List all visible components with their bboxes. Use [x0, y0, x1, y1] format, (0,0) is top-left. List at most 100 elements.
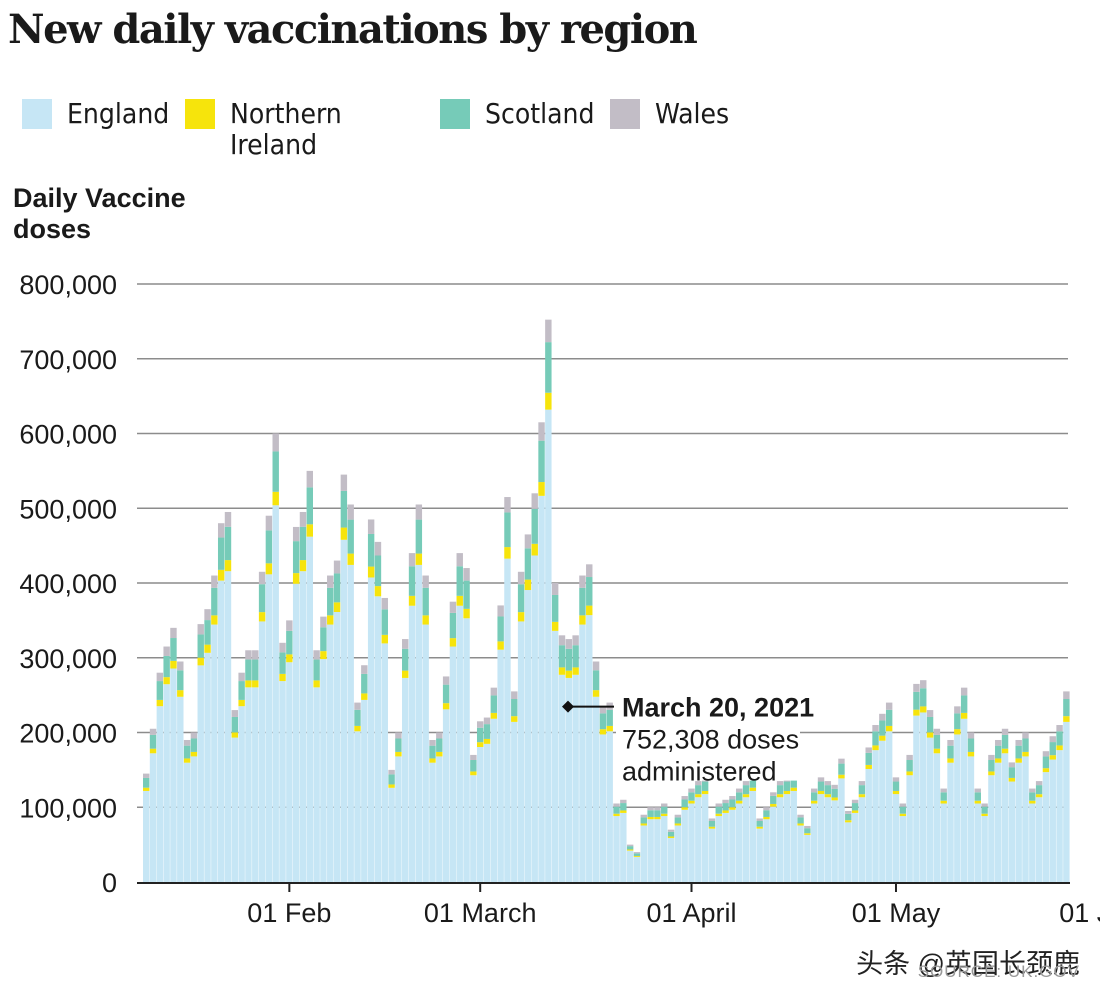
- bar-segment-scotland: [736, 792, 743, 801]
- bar-segment-scotland: [804, 828, 811, 834]
- chart-title: New daily vaccinations by region: [8, 6, 698, 53]
- bar-segment-northern-ireland: [981, 813, 988, 817]
- bar-segment-england: [245, 687, 252, 882]
- y-tick-label: 700,000: [19, 345, 117, 375]
- bar-segment-scotland: [408, 566, 416, 596]
- bar-segment-northern-ireland: [701, 790, 709, 795]
- bar-segment-wales: [395, 732, 402, 739]
- bar-segment-northern-ireland: [995, 758, 1002, 763]
- bar-segment-wales: [504, 497, 511, 513]
- bar-segment-england: [940, 803, 947, 882]
- bar-segment-wales: [524, 534, 532, 549]
- bar-segment-wales: [695, 781, 702, 786]
- bar-segment-england: [654, 819, 661, 882]
- bar-segment-england: [286, 662, 293, 882]
- bar-segment-scotland: [183, 745, 191, 759]
- bar-segment-scotland: [606, 709, 613, 726]
- bar-segment-england: [1029, 803, 1036, 882]
- bar-segment-northern-ireland: [831, 797, 838, 801]
- bar-segment-scotland: [449, 612, 457, 639]
- bar-segment-wales: [858, 781, 866, 786]
- bar-segment-scotland: [415, 519, 423, 554]
- bar-segment-wales: [661, 803, 668, 807]
- bar-segment-england: [647, 819, 654, 882]
- bar-segment-england: [333, 612, 341, 882]
- bar-segment-england: [402, 677, 409, 882]
- bar-segment-england: [476, 747, 484, 882]
- x-tick-label: 01 June: [1059, 898, 1100, 928]
- bar-segment-northern-ireland: [531, 543, 538, 556]
- bar-segment-england: [708, 828, 716, 882]
- bar-segment-northern-ireland: [320, 651, 327, 660]
- legend-swatch-england: [22, 99, 52, 129]
- bar-segment-england: [824, 797, 832, 882]
- bar-segment-northern-ireland: [258, 612, 266, 622]
- peak-annotation: March 20, 2021 752,308 doses administere…: [562, 684, 814, 787]
- bar-segment-wales: [967, 732, 975, 739]
- bar-segment-england: [879, 740, 886, 882]
- bar-segment-northern-ireland: [749, 787, 757, 791]
- legend-swatch-wales: [610, 99, 640, 129]
- bar-segment-england: [763, 819, 770, 882]
- bar-segment-northern-ireland: [586, 605, 593, 616]
- bar-segment-northern-ireland: [1001, 748, 1009, 754]
- bar-segment-wales: [265, 515, 273, 531]
- bar-segment-scotland: [838, 763, 845, 775]
- bar-segment-england: [1035, 797, 1043, 882]
- bar-segment-scotland: [545, 342, 552, 393]
- bar-segment-scotland: [388, 774, 395, 785]
- bar-segment-northern-ireland: [729, 807, 736, 810]
- bar-segment-northern-ireland: [872, 745, 879, 751]
- bar-segment-england: [395, 756, 402, 882]
- bar-segment-wales: [872, 725, 879, 732]
- bar-segment-wales: [149, 728, 157, 735]
- bar-segment-northern-ireland: [1042, 768, 1050, 773]
- bar-segment-england: [674, 825, 682, 882]
- bar-segment-wales: [565, 639, 573, 649]
- bar-segment-scotland: [436, 738, 443, 752]
- bar-segment-wales: [954, 706, 961, 714]
- bar-segment-england: [715, 816, 722, 882]
- bar-segment-england: [517, 621, 525, 882]
- bar-segment-wales: [476, 721, 484, 728]
- bar-segment-scotland: [381, 609, 388, 635]
- bar-segment-wales: [517, 571, 525, 585]
- bar-segment-northern-ireland: [920, 706, 927, 713]
- bar-segment-england: [947, 762, 954, 882]
- bar-segment-england: [211, 624, 218, 882]
- bar-segment-wales: [599, 706, 607, 714]
- bar-segment-northern-ireland: [960, 712, 968, 719]
- bar-segment-scotland: [899, 806, 907, 814]
- bar-segment-northern-ireland: [858, 794, 866, 798]
- x-tick-labels: 01 Feb 01 March 01 April 01 May 01 June: [247, 882, 1100, 928]
- bar-segment-england: [572, 674, 579, 882]
- bar-segment-england: [361, 699, 368, 882]
- bar-segment-wales: [674, 814, 682, 818]
- y-axis-title: Daily Vaccine doses: [13, 183, 186, 244]
- bar-segment-england: [906, 775, 913, 882]
- bar-segment-wales: [245, 650, 252, 660]
- bar-segment-northern-ireland: [974, 800, 981, 804]
- bar-segment-scotland: [872, 731, 879, 746]
- legend-item-scotland: Scotland: [440, 98, 595, 129]
- bar-segment-england: [511, 721, 518, 882]
- bar-segment-england: [538, 495, 545, 882]
- bar-segment-scotland: [313, 659, 320, 681]
- bar-segment-england: [845, 822, 852, 882]
- legend-label-northern-ireland: Northern Ireland: [230, 97, 342, 161]
- bar-segment-wales: [817, 777, 825, 782]
- bar-segment-scotland: [422, 587, 429, 616]
- bar-segment-england: [1049, 759, 1056, 882]
- x-tick-label: 01 April: [646, 898, 736, 928]
- bar-segment-scotland: [579, 587, 586, 616]
- bar-segment-wales: [592, 661, 600, 671]
- bar-segment-northern-ireland: [149, 748, 157, 754]
- bar-segment-northern-ireland: [190, 751, 198, 757]
- bar-segment-northern-ireland: [177, 690, 184, 697]
- bar-segment-northern-ireland: [442, 703, 450, 710]
- bar-segment-scotland: [558, 645, 566, 668]
- bar-segment-northern-ireland: [845, 820, 852, 823]
- bar-segment-wales: [361, 665, 368, 674]
- bar-segment-scotland: [967, 738, 975, 752]
- bar-segment-scotland: [252, 659, 259, 681]
